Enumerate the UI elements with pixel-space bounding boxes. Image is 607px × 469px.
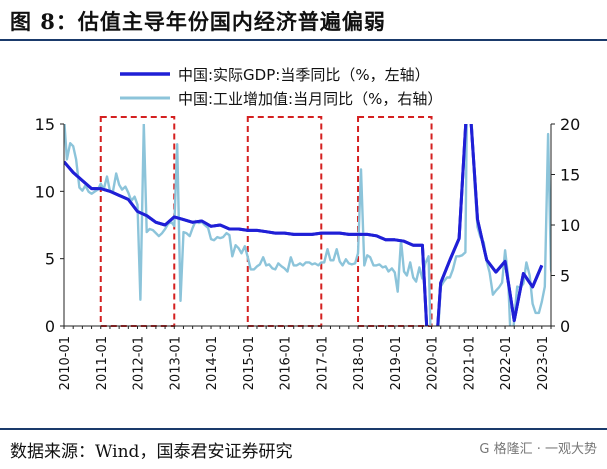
source-rule bbox=[0, 428, 607, 430]
highlight-box-3 bbox=[357, 116, 433, 327]
x-tick-label: 2012-01 bbox=[132, 336, 147, 390]
figure-title: 图 8：估值主导年份国内经济普遍偏弱 bbox=[10, 9, 386, 34]
x-tick-label: 2023-01 bbox=[536, 336, 551, 390]
x-tick-label: 2020-01 bbox=[426, 336, 441, 390]
x-tick-label: 2010-01 bbox=[58, 336, 73, 390]
x-tick-label: 2019-01 bbox=[389, 336, 404, 390]
title-rule bbox=[0, 39, 607, 41]
x-tick-label: 2014-01 bbox=[205, 336, 220, 390]
right-tick-label: 0 bbox=[560, 317, 570, 336]
left-tick-label: 0 bbox=[45, 317, 55, 336]
left-tick-label: 5 bbox=[45, 250, 55, 269]
right-tick-label: 20 bbox=[560, 115, 580, 134]
highlight-box-2 bbox=[246, 116, 323, 327]
x-tick-label: 2021-01 bbox=[462, 336, 477, 390]
series-line-gdp-top bbox=[64, 124, 544, 326]
x-tick-label: 2016-01 bbox=[279, 336, 294, 390]
x-tick-label: 2018-01 bbox=[352, 336, 367, 390]
right-tick-label: 15 bbox=[560, 166, 580, 185]
watermark: G 格隆汇 · 一观大势 bbox=[479, 442, 597, 457]
highlight-box-1 bbox=[99, 116, 176, 327]
right-tick-label: 5 bbox=[560, 267, 570, 286]
data-source: 数据来源：Wind，国泰君安证券研究 bbox=[10, 442, 293, 462]
x-tick-label: 2013-01 bbox=[168, 336, 183, 390]
left-tick-label: 10 bbox=[35, 182, 55, 201]
x-tick-label: 2017-01 bbox=[315, 336, 330, 390]
legend-label-2: 中国:工业增加值:当月同比（%，右轴） bbox=[178, 90, 442, 108]
x-tick-label: 2015-01 bbox=[242, 336, 257, 390]
legend-label-1: 中国:实际GDP:当季同比（%，左轴） bbox=[178, 66, 430, 84]
x-tick-label: 2022-01 bbox=[499, 336, 514, 390]
line-chart: 中国:实际GDP:当季同比（%，左轴） 中国:工业增加值:当月同比（%，右轴） 0 5… bbox=[35, 66, 581, 390]
left-tick-label: 15 bbox=[35, 115, 55, 134]
right-tick-label: 10 bbox=[560, 216, 580, 235]
x-tick-label: 2011-01 bbox=[95, 336, 110, 390]
